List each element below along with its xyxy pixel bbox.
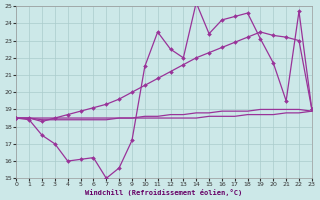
X-axis label: Windchill (Refroidissement éolien,°C): Windchill (Refroidissement éolien,°C) <box>85 189 243 196</box>
